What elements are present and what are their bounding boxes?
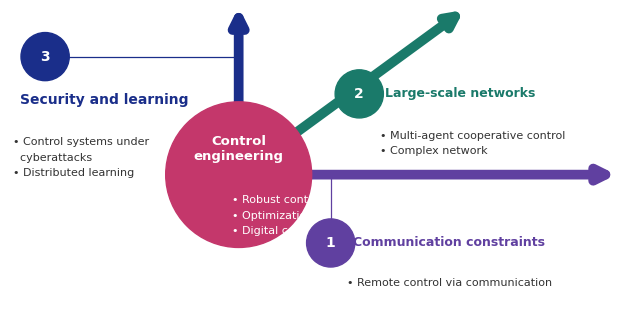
Text: • Multi-agent cooperative control
• Complex network: • Multi-agent cooperative control • Comp…: [380, 131, 565, 156]
Ellipse shape: [307, 219, 355, 267]
Text: • Robust control
• Optimization
• Digital control: • Robust control • Optimization • Digita…: [232, 195, 322, 236]
Ellipse shape: [166, 102, 312, 247]
Text: 2: 2: [354, 87, 364, 101]
Text: 3: 3: [40, 50, 50, 64]
Text: • Remote control via communication: • Remote control via communication: [347, 278, 551, 288]
Text: • Control systems under
  cyberattacks
• Distributed learning: • Control systems under cyberattacks • D…: [13, 137, 149, 178]
Text: Control
engineering: Control engineering: [194, 135, 284, 163]
Ellipse shape: [335, 70, 384, 118]
Text: Large-scale networks: Large-scale networks: [385, 87, 535, 100]
Text: Security and learning: Security and learning: [20, 93, 188, 107]
Text: 1: 1: [326, 236, 336, 250]
Text: Communication constraints: Communication constraints: [353, 236, 545, 250]
Ellipse shape: [21, 32, 69, 81]
